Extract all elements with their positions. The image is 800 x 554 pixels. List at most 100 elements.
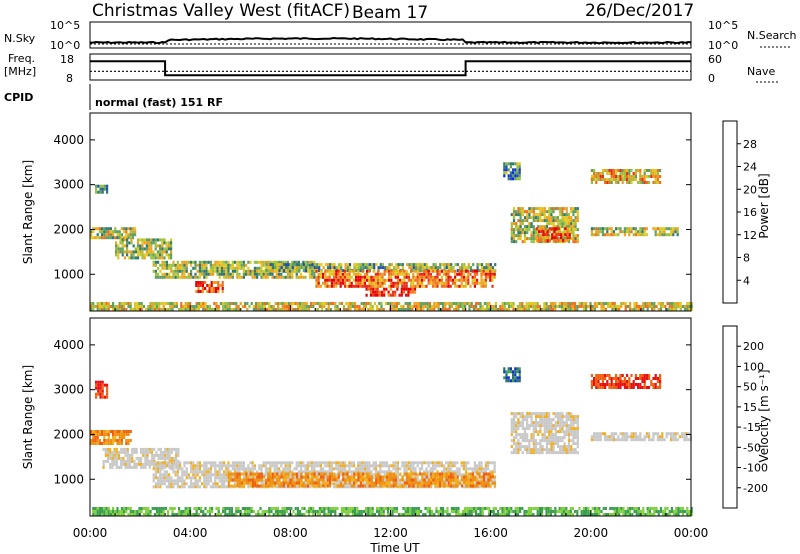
velocity-cell	[185, 467, 188, 471]
power-cell	[366, 269, 369, 273]
velocity-cell	[271, 475, 274, 479]
velocity-cell	[420, 510, 423, 513]
power-cell	[244, 302, 247, 305]
power-cell	[300, 275, 303, 279]
velocity-cell	[118, 439, 121, 442]
colorbar-tick-label: 4	[743, 274, 750, 287]
power-cell	[165, 253, 168, 257]
velocity-cell	[386, 478, 389, 482]
velocity-cell	[291, 472, 294, 476]
velocity-cell	[479, 507, 482, 510]
power-cell	[542, 233, 545, 237]
power-cell	[130, 256, 133, 260]
power-cell	[267, 272, 270, 276]
velocity-cell	[220, 461, 223, 465]
power-cell	[457, 302, 460, 305]
power-cell	[393, 308, 396, 311]
velocity-cell	[401, 484, 404, 488]
power-cell	[433, 302, 436, 305]
power-cell	[227, 260, 230, 264]
velocity-cell	[423, 481, 426, 485]
velocity-cell	[245, 472, 248, 476]
velocity-cell	[350, 470, 353, 474]
power-cell	[205, 266, 208, 270]
velocity-cell	[153, 456, 156, 460]
power-cell	[597, 233, 600, 237]
power-cell	[512, 305, 515, 308]
velocity-cell	[129, 513, 132, 516]
velocity-cell	[261, 510, 264, 513]
velocity-cell	[231, 464, 234, 468]
power-cell	[168, 275, 171, 279]
power-cell	[159, 250, 162, 254]
power-cell	[629, 308, 632, 311]
power-cell	[391, 293, 395, 297]
power-cell	[539, 225, 542, 229]
power-cell	[152, 250, 155, 254]
power-cell	[216, 269, 219, 273]
velocity-cell	[195, 510, 198, 513]
power-cell	[231, 269, 234, 273]
velocity-cell	[410, 472, 413, 476]
power-cell	[229, 263, 232, 267]
power-cell	[101, 308, 104, 311]
power-cell	[262, 263, 265, 267]
velocity-cell	[161, 453, 165, 457]
velocity-cell	[332, 507, 335, 510]
power-cell	[407, 287, 410, 291]
velocity-cell	[242, 461, 245, 465]
velocity-cell	[479, 513, 482, 516]
velocity-cell	[267, 472, 270, 476]
power-cell	[315, 284, 318, 288]
velocity-cell	[337, 479, 340, 483]
power-cell	[643, 175, 646, 178]
velocity-cell	[233, 513, 236, 516]
power-cell	[381, 272, 384, 276]
velocity-cell	[416, 476, 419, 480]
velocity-cell	[194, 470, 197, 474]
velocity-cell	[359, 470, 362, 474]
velocity-cell	[272, 507, 275, 510]
velocity-cell	[681, 513, 684, 516]
power-cell	[532, 302, 535, 305]
power-cell	[556, 222, 560, 226]
power-cell	[95, 187, 98, 191]
velocity-cell	[96, 433, 99, 436]
power-cell	[401, 278, 404, 282]
power-cell	[523, 228, 527, 232]
velocity-cell	[109, 462, 112, 466]
power-cell	[288, 308, 291, 311]
velocity-cell	[173, 513, 176, 516]
power-cell	[105, 305, 108, 308]
power-cell	[561, 213, 564, 217]
power-cell	[165, 260, 168, 264]
velocity-cell	[251, 478, 255, 482]
power-cell	[530, 222, 533, 226]
velocity-cell	[596, 507, 599, 510]
power-cell	[208, 287, 211, 290]
velocity-cell	[395, 507, 398, 510]
power-cell	[574, 240, 577, 244]
power-cell	[639, 233, 642, 237]
velocity-cell	[205, 476, 208, 480]
power-cell	[240, 263, 243, 267]
velocity-cell	[229, 472, 233, 476]
velocity-cell	[286, 479, 289, 483]
velocity-cell	[150, 462, 154, 466]
velocity-cell	[250, 507, 253, 510]
power-cell	[494, 308, 497, 311]
power-cell	[512, 302, 515, 305]
velocity-cell	[163, 482, 166, 486]
power-cell	[288, 305, 291, 308]
velocity-cell	[462, 464, 465, 468]
velocity-cell	[309, 472, 312, 476]
velocity-cell	[312, 507, 315, 510]
velocity-cell	[153, 453, 156, 457]
velocity-cell	[637, 513, 640, 516]
velocity-cell	[425, 467, 428, 471]
velocity-cell	[335, 464, 338, 468]
velocity-cell	[115, 450, 118, 454]
power-cell	[344, 272, 347, 276]
velocity-cell	[192, 467, 195, 471]
power-cell	[149, 308, 152, 311]
